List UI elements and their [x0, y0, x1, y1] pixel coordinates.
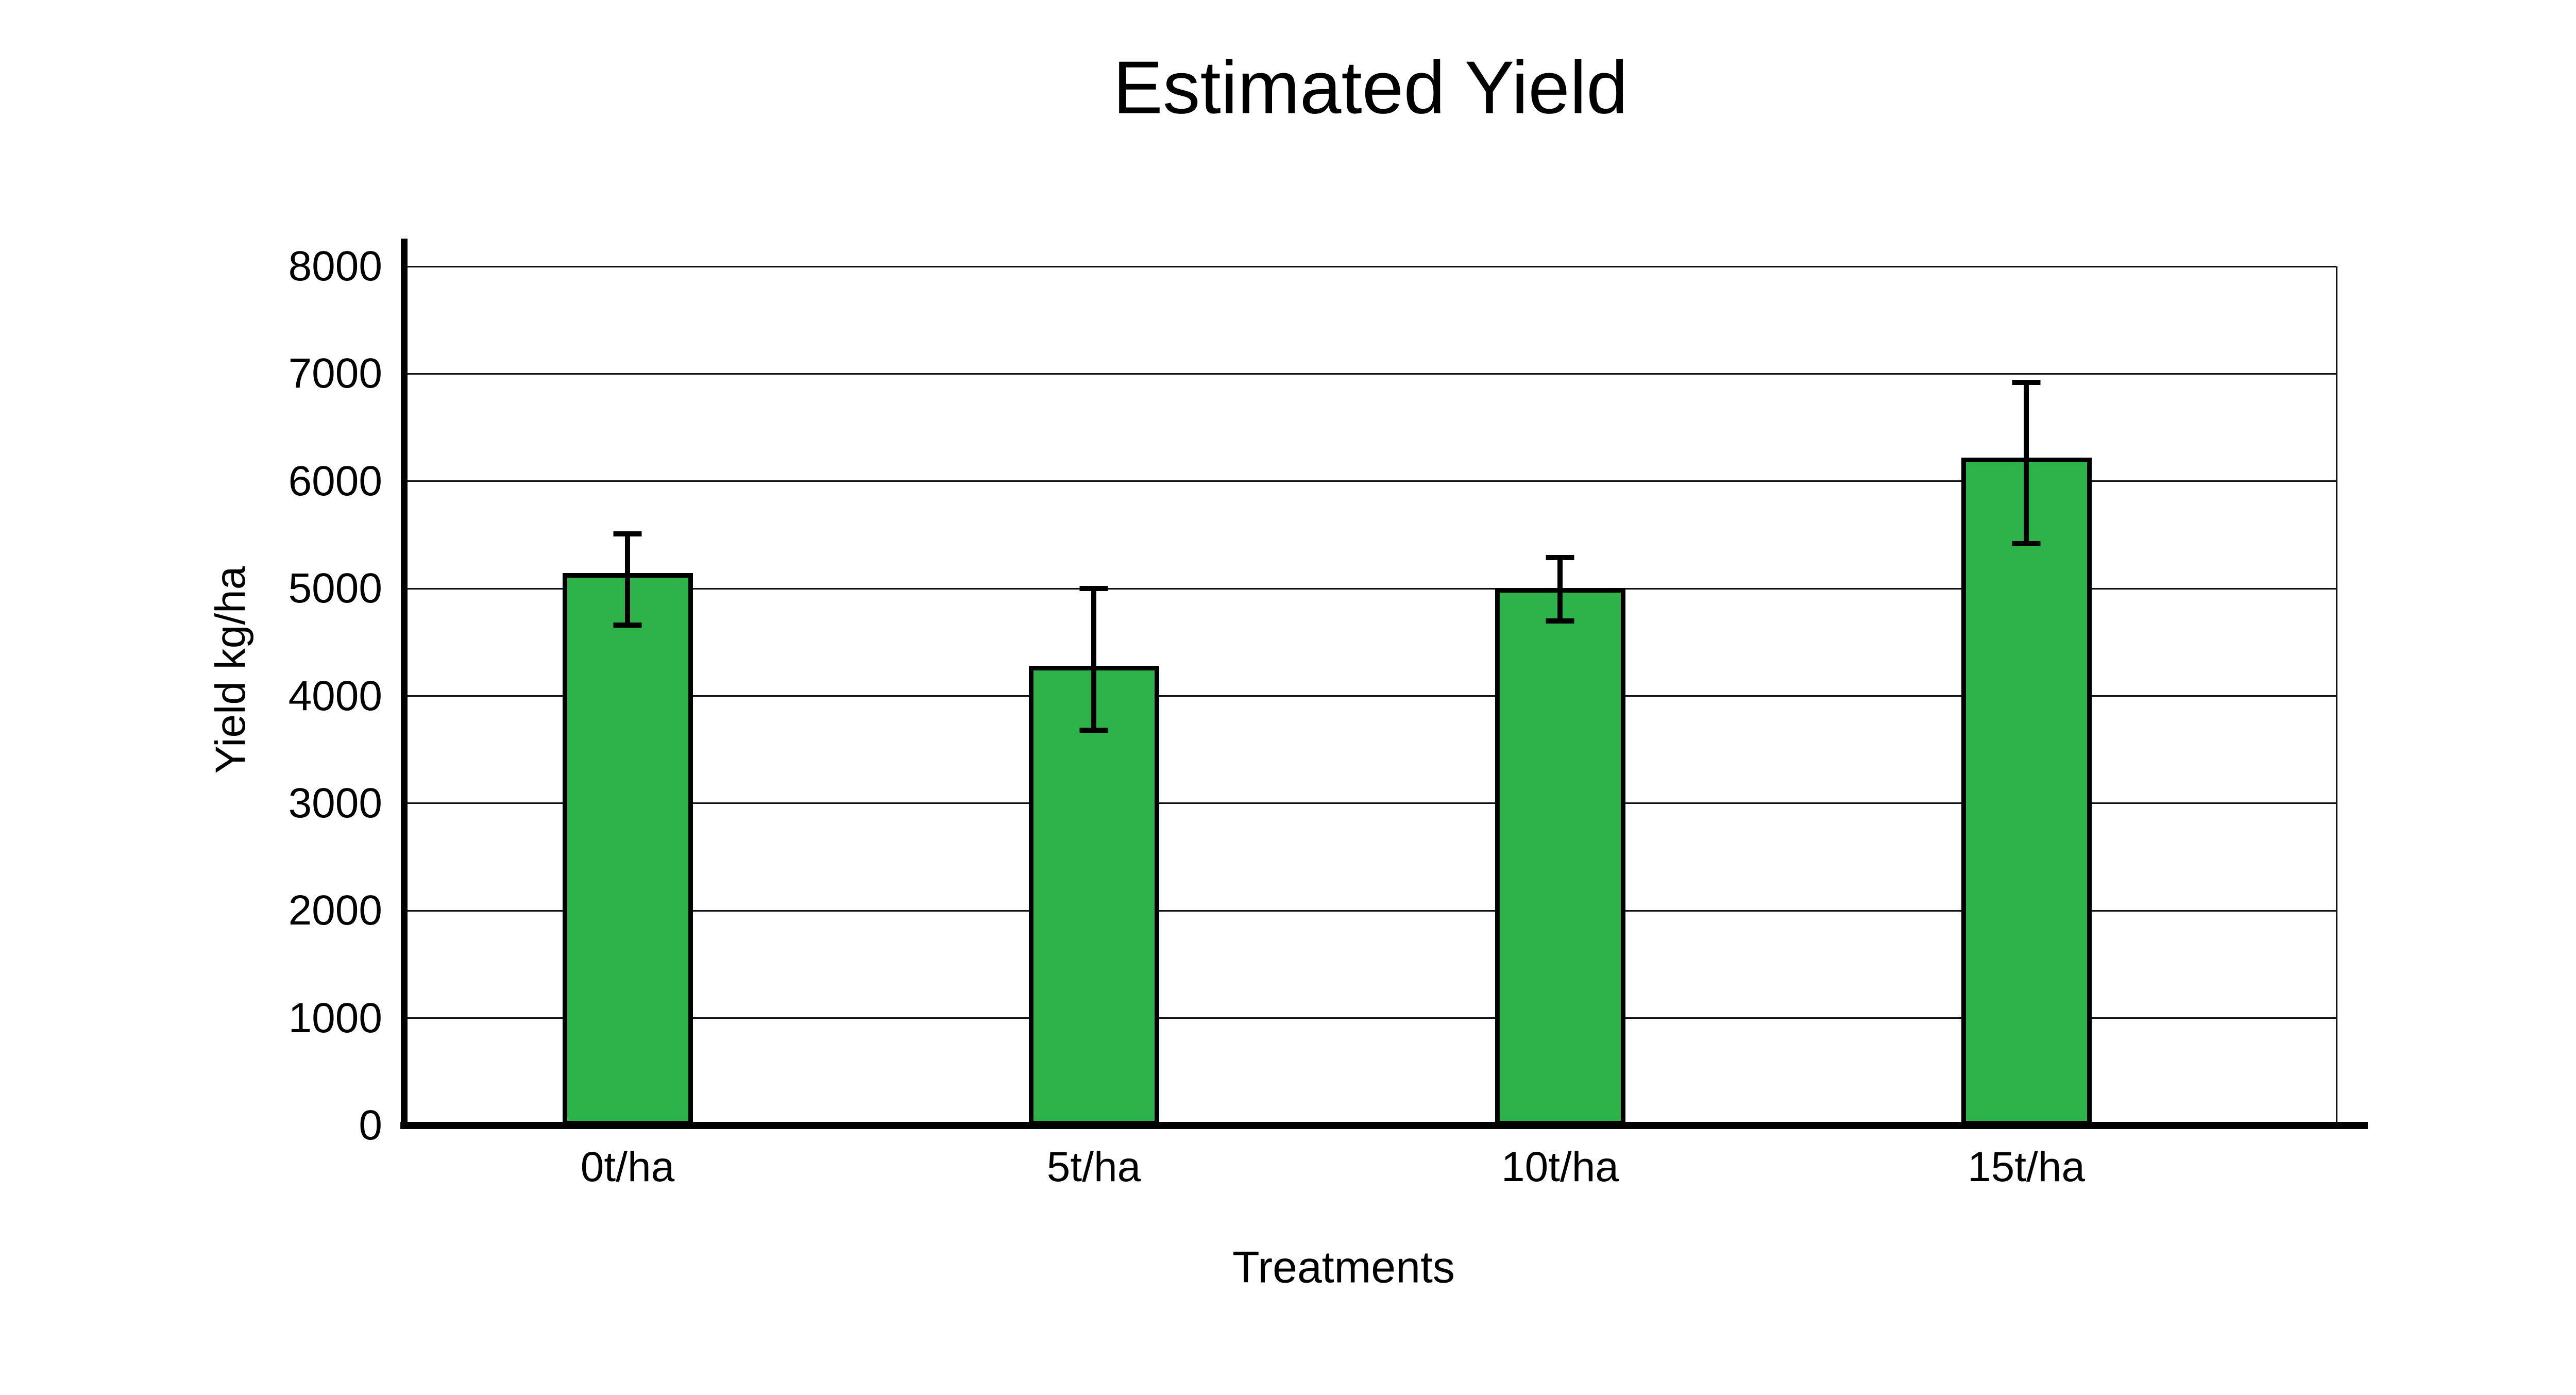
error-bar-cap-top-10t/ha [1546, 554, 1574, 560]
bar-5t/ha [1028, 666, 1159, 1125]
error-bar-cap-top-15t/ha [2012, 380, 2041, 385]
x-tick-label-15t/ha: 15t/ha [1968, 1144, 2085, 1190]
error-bar-cap-top-0t/ha [613, 531, 642, 536]
chart-title: Estimated Yield [1113, 45, 1628, 129]
plot-right-border [2335, 266, 2337, 1125]
x-tick-label-5t/ha: 5t/ha [1046, 1144, 1141, 1190]
error-bar-line-0t/ha [625, 533, 630, 625]
gridline-7000 [404, 373, 2336, 375]
x-axis-line [400, 1122, 2368, 1129]
y-tick-label-7000: 7000 [288, 350, 382, 397]
error-bar-cap-bottom-15t/ha [2012, 541, 2041, 546]
gridline-8000 [404, 265, 2336, 267]
error-bar-cap-bottom-0t/ha [613, 622, 642, 628]
y-axis-title: Yield kg/ha [207, 566, 254, 774]
x-axis-title: Treatments [1232, 1242, 1455, 1292]
bar-15t/ha [1961, 457, 2092, 1125]
error-bar-cap-bottom-5t/ha [1079, 728, 1108, 733]
gridline-3000 [404, 802, 2336, 804]
y-tick-label-3000: 3000 [288, 779, 382, 827]
y-tick-label-1000: 1000 [288, 994, 382, 1041]
y-axis-line [400, 239, 408, 1129]
y-tick-label-4000: 4000 [288, 672, 382, 719]
gridline-2000 [404, 910, 2336, 912]
y-tick-label-2000: 2000 [288, 887, 382, 934]
x-tick-label-0t/ha: 0t/ha [580, 1144, 675, 1190]
bar-10t/ha [1495, 588, 1625, 1125]
error-bar-line-15t/ha [2024, 382, 2029, 544]
y-tick-label-8000: 8000 [288, 243, 382, 290]
gridline-1000 [404, 1017, 2336, 1019]
gridline-6000 [404, 480, 2336, 482]
y-tick-label-6000: 6000 [288, 457, 382, 505]
x-tick-label-10t/ha: 10t/ha [1501, 1144, 1619, 1190]
bar-0t/ha [562, 573, 693, 1125]
error-bar-cap-top-5t/ha [1079, 586, 1108, 592]
y-tick-label-5000: 5000 [288, 565, 382, 612]
y-tick-label-0: 0 [359, 1102, 382, 1149]
error-bar-line-5t/ha [1091, 589, 1096, 731]
error-bar-line-10t/ha [1557, 557, 1563, 621]
error-bar-cap-bottom-10t/ha [1546, 618, 1574, 624]
gridline-5000 [404, 587, 2336, 590]
gridline-4000 [404, 695, 2336, 697]
